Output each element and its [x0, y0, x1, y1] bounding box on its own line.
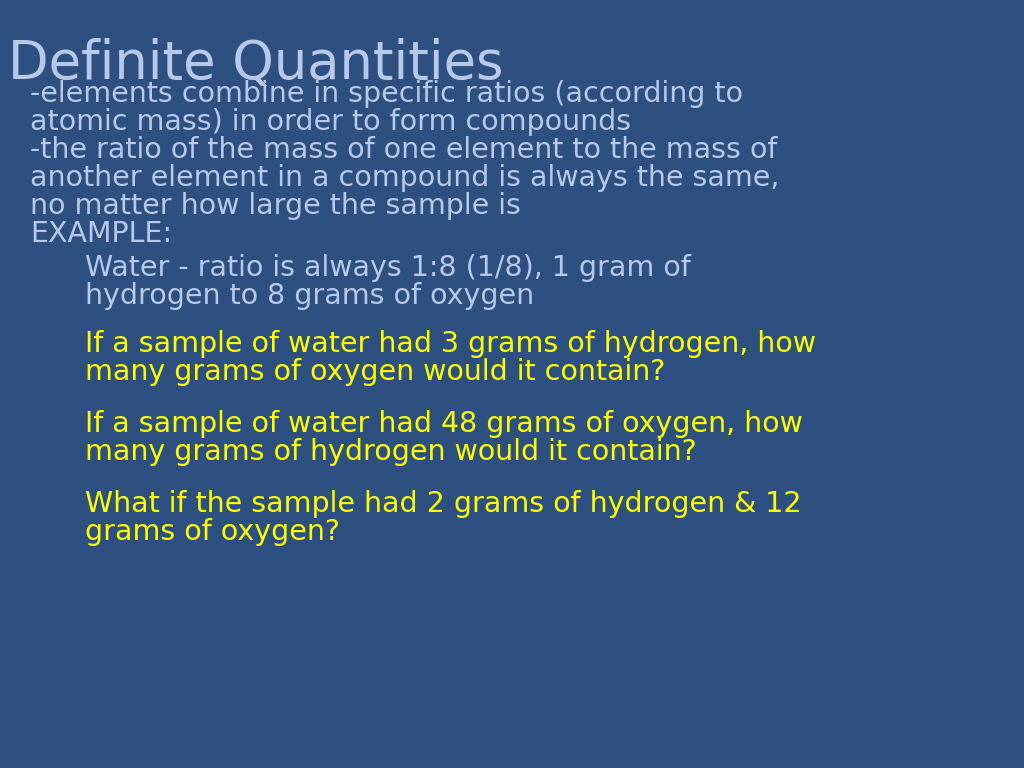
Text: another element in a compound is always the same,: another element in a compound is always …	[30, 164, 779, 192]
Text: hydrogen to 8 grams of oxygen: hydrogen to 8 grams of oxygen	[85, 282, 535, 310]
Text: -the ratio of the mass of one element to the mass of: -the ratio of the mass of one element to…	[30, 136, 777, 164]
Text: many grams of oxygen would it contain?: many grams of oxygen would it contain?	[85, 358, 666, 386]
Text: no matter how large the sample is: no matter how large the sample is	[30, 192, 521, 220]
Text: many grams of hydrogen would it contain?: many grams of hydrogen would it contain?	[85, 438, 696, 466]
Text: grams of oxygen?: grams of oxygen?	[85, 518, 340, 546]
Text: Water - ratio is always 1:8 (1/8), 1 gram of: Water - ratio is always 1:8 (1/8), 1 gra…	[85, 254, 691, 282]
Text: If a sample of water had 48 grams of oxygen, how: If a sample of water had 48 grams of oxy…	[85, 410, 803, 438]
Text: -elements combine in specific ratios (according to: -elements combine in specific ratios (ac…	[30, 80, 743, 108]
Text: EXAMPLE:: EXAMPLE:	[30, 220, 172, 248]
Text: Definite Quantities: Definite Quantities	[8, 38, 504, 90]
Text: If a sample of water had 3 grams of hydrogen, how: If a sample of water had 3 grams of hydr…	[85, 330, 816, 358]
Text: What if the sample had 2 grams of hydrogen & 12: What if the sample had 2 grams of hydrog…	[85, 490, 802, 518]
Text: atomic mass) in order to form compounds: atomic mass) in order to form compounds	[30, 108, 631, 136]
